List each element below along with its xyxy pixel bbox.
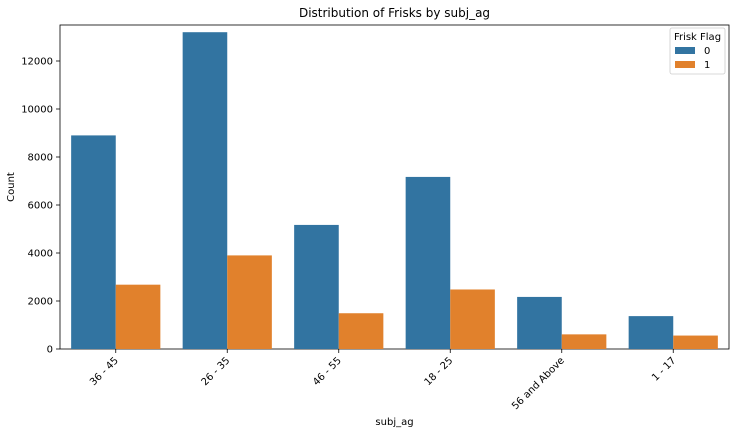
x-axis: 36 - 45 26 - 35 46 - 55 18 - 25 56 and Above… — [88, 349, 678, 412]
bar-series-1 — [115, 284, 161, 349]
x-tick-label: 36 - 45 — [88, 355, 121, 388]
x-tick-label: 46 - 55 — [311, 355, 344, 388]
legend-swatch-0 — [675, 47, 695, 54]
bar-series-0 — [628, 316, 674, 349]
plot-frame — [59, 24, 730, 350]
legend-items: 01 — [675, 46, 710, 71]
legend-title: Frisk Flag — [674, 32, 721, 43]
bar-series-1 — [450, 289, 495, 349]
legend-label-1: 1 — [704, 60, 710, 71]
bar-series-1 — [673, 335, 718, 349]
y-tick-label: 6000 — [28, 201, 53, 212]
bars — [71, 32, 718, 349]
legend-label-0: 0 — [704, 46, 710, 57]
bar-series-1 — [561, 334, 607, 349]
bar-series-0 — [517, 296, 562, 349]
x-tick-label: 1 - 17 — [650, 355, 678, 383]
bar-series-0 — [71, 135, 116, 349]
chart-title: Distribution of Frisks by subj_ag — [299, 6, 490, 20]
y-tick-label: 8000 — [28, 153, 53, 164]
y-tick-label: 0 — [47, 345, 53, 356]
y-tick-label: 2000 — [28, 297, 53, 308]
x-tick-label: 26 - 35 — [200, 355, 233, 388]
x-tick-label: 18 - 25 — [423, 355, 456, 388]
y-axis-title: Count — [6, 172, 17, 202]
bar-series-1 — [338, 313, 384, 349]
bar-series-0 — [294, 224, 339, 349]
bar-series-0 — [182, 32, 228, 349]
y-tick-label: 4000 — [28, 249, 53, 260]
y-axis: 0 2000 4000 6000 8000 10000 12000 — [21, 57, 60, 356]
bar-series-1 — [227, 255, 272, 349]
y-tick-label: 10000 — [21, 105, 53, 116]
bar-series-0 — [405, 176, 451, 349]
legend: Frisk Flag 01 — [669, 27, 726, 75]
x-axis-title: subj_ag — [375, 417, 413, 428]
legend-swatch-1 — [675, 61, 695, 68]
x-tick-label: 56 and Above — [510, 355, 567, 412]
y-tick-label: 12000 — [21, 57, 53, 68]
